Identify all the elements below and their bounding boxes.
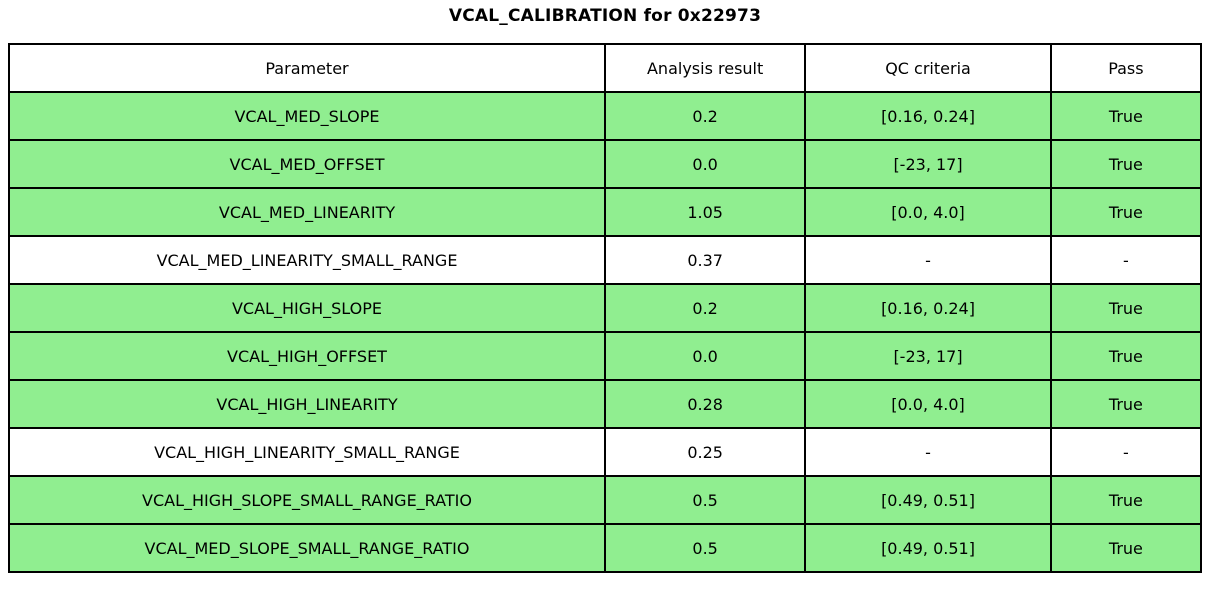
cell-parameter: VCAL_MED_LINEARITY [8,187,606,237]
column-header-analysis-result: Analysis result [603,43,807,93]
cell-qc-criteria: [0.0, 4.0] [804,379,1052,429]
table-row: VCAL_MED_SLOPE_SMALL_RANGE_RATIO 0.5 [0.49… [8,523,1203,573]
cell-analysis-result: 0.25 [603,427,807,477]
page-title: VCAL_CALIBRATION for 0x22973 [448,6,762,26]
cell-qc-criteria: - [804,427,1052,477]
cell-analysis-result: 0.5 [603,523,807,573]
cell-analysis-result: 0.5 [603,475,807,525]
table-row: VCAL_HIGH_LINEARITY_SMALL_RANGE 0.25- - [8,427,1203,477]
cell-analysis-result: 0.37 [603,235,807,285]
cell-analysis-result: 0.2 [603,283,807,333]
cell-qc-criteria: [0.16, 0.24] [804,283,1052,333]
table-header: Parameter Analysis result QC criteria Pa… [8,43,1203,93]
cell-parameter: VCAL_HIGH_LINEARITY [8,379,606,429]
table-row: VCAL_HIGH_OFFSET 0.0 [-23, 17] True [8,331,1203,381]
cell-pass: True [1049,187,1203,237]
cell-analysis-result: 1.05 [603,187,807,237]
cell-pass: True [1049,283,1203,333]
cell-analysis-result: 0.0 [603,331,807,381]
cell-qc-criteria: [-23, 17] [804,139,1052,189]
cell-parameter: VCAL_MED_SLOPE [8,91,606,141]
cell-parameter: VCAL_MED_SLOPE_SMALL_RANGE_RATIO [8,523,606,573]
cell-pass: True [1049,379,1203,429]
table-body: VCAL_MED_SLOPE 0.2 [0.16, 0.24] True VCAL_ME… [8,91,1203,573]
cell-qc-criteria: [0.49, 0.51] [804,475,1052,525]
cell-parameter: VCAL_HIGH_LINEARITY_SMALL_RANGE [8,427,606,477]
cell-qc-criteria: [0.16, 0.24] [804,91,1052,141]
cell-pass: True [1049,139,1203,189]
cell-analysis-result: 0.0 [603,139,807,189]
cell-analysis-result: 0.28 [603,379,807,429]
table-row: VCAL_MED_LINEARITY 1.05 [0.0, 4.0] True [8,187,1203,237]
column-header-pass: Pass [1049,43,1203,93]
column-header-parameter: Parameter [8,43,606,93]
cell-parameter: VCAL_HIGH_SLOPE [8,283,606,333]
qc-results-table: Parameter Analysis result QC criteria Pa… [8,43,1203,573]
table-header-row: Parameter Analysis result QC criteria Pa… [8,43,1203,93]
table-row: VCAL_MED_SLOPE 0.2 [0.16, 0.24] True [8,91,1203,141]
table-row: VCAL_MED_LINEARITY_SMALL_RANGE 0.37- - [8,235,1203,285]
table-row: VCAL_HIGH_SLOPE_SMALL_RANGE_RATIO 0.5 [0.4… [8,475,1203,525]
cell-pass: - [1049,427,1203,477]
table-row: VCAL_MED_OFFSET 0.0 [-23, 17] True [8,139,1203,189]
cell-qc-criteria: [-23, 17] [804,331,1052,381]
cell-parameter: VCAL_HIGH_OFFSET [8,331,606,381]
cell-qc-criteria: - [804,235,1052,285]
cell-qc-criteria: [0.49, 0.51] [804,523,1052,573]
cell-pass: True [1049,475,1203,525]
cell-pass: - [1049,235,1203,285]
cell-qc-criteria: [0.0, 4.0] [804,187,1052,237]
column-header-qc-criteria: QC criteria [804,43,1052,93]
cell-pass: True [1049,523,1203,573]
cell-parameter: VCAL_MED_LINEARITY_SMALL_RANGE [8,235,606,285]
cell-pass: True [1049,91,1203,141]
cell-pass: True [1049,331,1203,381]
cell-analysis-result: 0.2 [603,91,807,141]
cell-parameter: VCAL_HIGH_SLOPE_SMALL_RANGE_RATIO [8,475,606,525]
table-row: VCAL_HIGH_LINEARITY 0.28 [0.0, 4.0] True [8,379,1203,429]
cell-parameter: VCAL_MED_OFFSET [8,139,606,189]
table-row: VCAL_HIGH_SLOPE 0.2 [0.16, 0.24] True [8,283,1203,333]
